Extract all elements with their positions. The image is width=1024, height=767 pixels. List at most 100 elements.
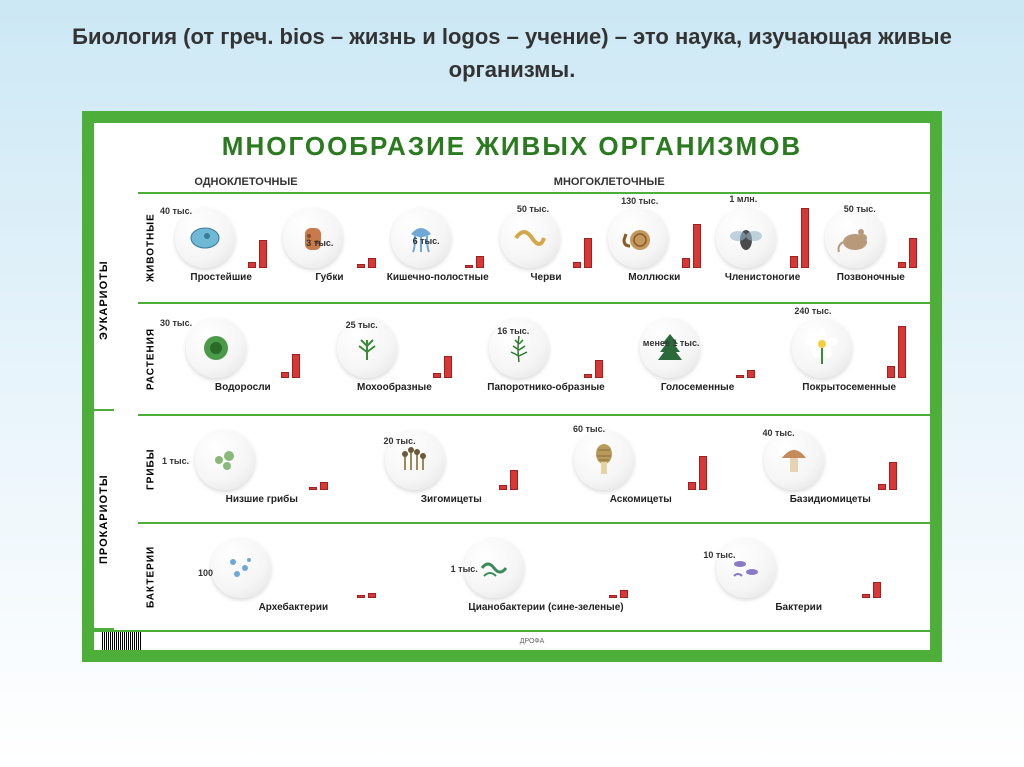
species-count: 25 тыс. [346, 320, 378, 330]
item-visual: 100 [168, 528, 419, 602]
bar [584, 374, 592, 378]
organism-row: РАСТЕНИЯ30 тыс.Водоросли25 тыс.Мохообраз… [138, 302, 930, 414]
species-count: 100 [198, 568, 213, 578]
domain-label: ЭУКАРИОТЫ [94, 192, 114, 411]
count-bars [898, 238, 917, 268]
organism-name: Кишечно-полостные [387, 272, 489, 283]
organism-item: 50 тыс.Черви [493, 198, 599, 300]
bar [873, 582, 881, 598]
organism-item: 1 млн.Членистоногие [709, 198, 815, 300]
organism-item: 100Архебактерии [168, 528, 419, 628]
bar [259, 240, 267, 268]
row-items: 30 тыс.Водоросли25 тыс.Мохообразные16 ты… [164, 304, 930, 414]
bar [368, 593, 376, 598]
count-bars [682, 224, 701, 268]
item-visual: 6 тыс. [385, 198, 491, 272]
bar [747, 370, 755, 378]
count-bars [248, 240, 267, 268]
organism-name: Бактерии [775, 602, 822, 613]
species-count: 130 тыс. [621, 196, 658, 206]
bar [889, 462, 897, 490]
organism-item: 60 тыс.Аскомицеты [547, 420, 735, 520]
side-labels: ЭУКАРИОТЫПРОКАРИОТЫ [94, 192, 138, 630]
bar [620, 590, 628, 598]
bar [465, 265, 473, 268]
count-bars [609, 590, 628, 598]
bar [510, 470, 518, 490]
organism-icon [574, 430, 634, 490]
domain-label: ПРОКАРИОТЫ [94, 411, 114, 630]
organism-name: Членистоногие [725, 272, 800, 283]
organism-name: Моллюски [628, 272, 680, 283]
species-count: 40 тыс. [763, 428, 795, 438]
organism-item: 40 тыс.Простейшие [168, 198, 274, 300]
bar [281, 372, 289, 378]
organism-name: Базидиомицеты [790, 494, 871, 505]
col-header-multicellular: МНОГОКЛЕТОЧНЫЕ [554, 176, 665, 188]
count-bars [573, 238, 592, 268]
species-count: 1 млн. [729, 194, 757, 204]
organism-item: 50 тыс.Позвоночные [818, 198, 924, 300]
organism-name: Покрытосеменные [802, 382, 896, 393]
count-bars [357, 258, 376, 268]
count-bars [281, 354, 300, 378]
count-bars [465, 256, 484, 268]
bar [801, 208, 809, 268]
species-count: 240 тыс. [794, 306, 831, 316]
barcode [102, 632, 142, 650]
item-visual: 1 млн. [709, 198, 815, 272]
organism-name: Папоротнико-образные [487, 382, 604, 393]
bar [476, 256, 484, 268]
bar [248, 262, 256, 268]
count-bars [309, 482, 328, 490]
count-bars [887, 326, 906, 378]
item-visual: 1 тыс. [421, 528, 672, 602]
organism-icon [175, 208, 235, 268]
item-visual: 3 тыс. [276, 198, 382, 272]
organism-icon [716, 208, 776, 268]
bar [736, 375, 744, 378]
col-header-unicellular: ОДНОКЛЕТОЧНЫЕ [194, 176, 297, 188]
bar [699, 456, 707, 490]
bar [433, 373, 441, 378]
organism-icon [764, 430, 824, 490]
organism-name: Зигомицеты [421, 494, 482, 505]
organism-icon [640, 318, 700, 378]
count-bars [878, 462, 897, 490]
poster-content: ЭУКАРИОТЫПРОКАРИОТЫ ЖИВОТНЫЕ40 тыс.Прост… [94, 192, 930, 630]
species-count: 50 тыс. [844, 204, 876, 214]
organism-item: 20 тыс.Зигомицеты [358, 420, 546, 520]
bar [309, 487, 317, 490]
bar [357, 264, 365, 268]
publisher: ДРОФА [520, 638, 545, 645]
organism-item: 1 тыс.Низшие грибы [168, 420, 356, 520]
organism-item: 130 тыс. Моллюски [601, 198, 707, 300]
organism-icon [211, 538, 271, 598]
bar [682, 258, 690, 268]
count-bars [357, 593, 376, 598]
organism-name: Аскомицеты [610, 494, 672, 505]
species-count: 30 тыс. [160, 318, 192, 328]
bar [688, 482, 696, 490]
item-visual: 130 тыс. [601, 198, 707, 272]
species-count: 16 тыс. [497, 326, 529, 336]
organism-icon [792, 318, 852, 378]
organism-item: 10 тыс.Бактерии [673, 528, 924, 628]
count-bars [790, 208, 809, 268]
organism-item: 40 тыс. Базидиомицеты [737, 420, 925, 520]
organism-item: менее 1 тыс.Голосеменные [623, 308, 773, 412]
bar [368, 258, 376, 268]
bar [499, 485, 507, 490]
row-items: 1 тыс.Низшие грибы20 тыс.Зигомицеты60 ты… [164, 416, 930, 522]
organism-icon [500, 208, 560, 268]
organism-item: 16 тыс. Папоротнико-образные [471, 308, 621, 412]
organism-icon [186, 318, 246, 378]
poster-title-bar: МНОГООБРАЗИЕ ЖИВЫХ ОРГАНИЗМОВ [94, 123, 930, 168]
count-bars [688, 456, 707, 490]
organism-row: ЖИВОТНЫЕ40 тыс.Простейшие3 тыс.Губки6 ты… [138, 192, 930, 302]
species-count: 1 тыс. [162, 456, 189, 466]
organism-name: Голосеменные [661, 382, 734, 393]
item-visual: менее 1 тыс. [623, 308, 773, 382]
bar [898, 262, 906, 268]
organism-name: Водоросли [215, 382, 271, 393]
